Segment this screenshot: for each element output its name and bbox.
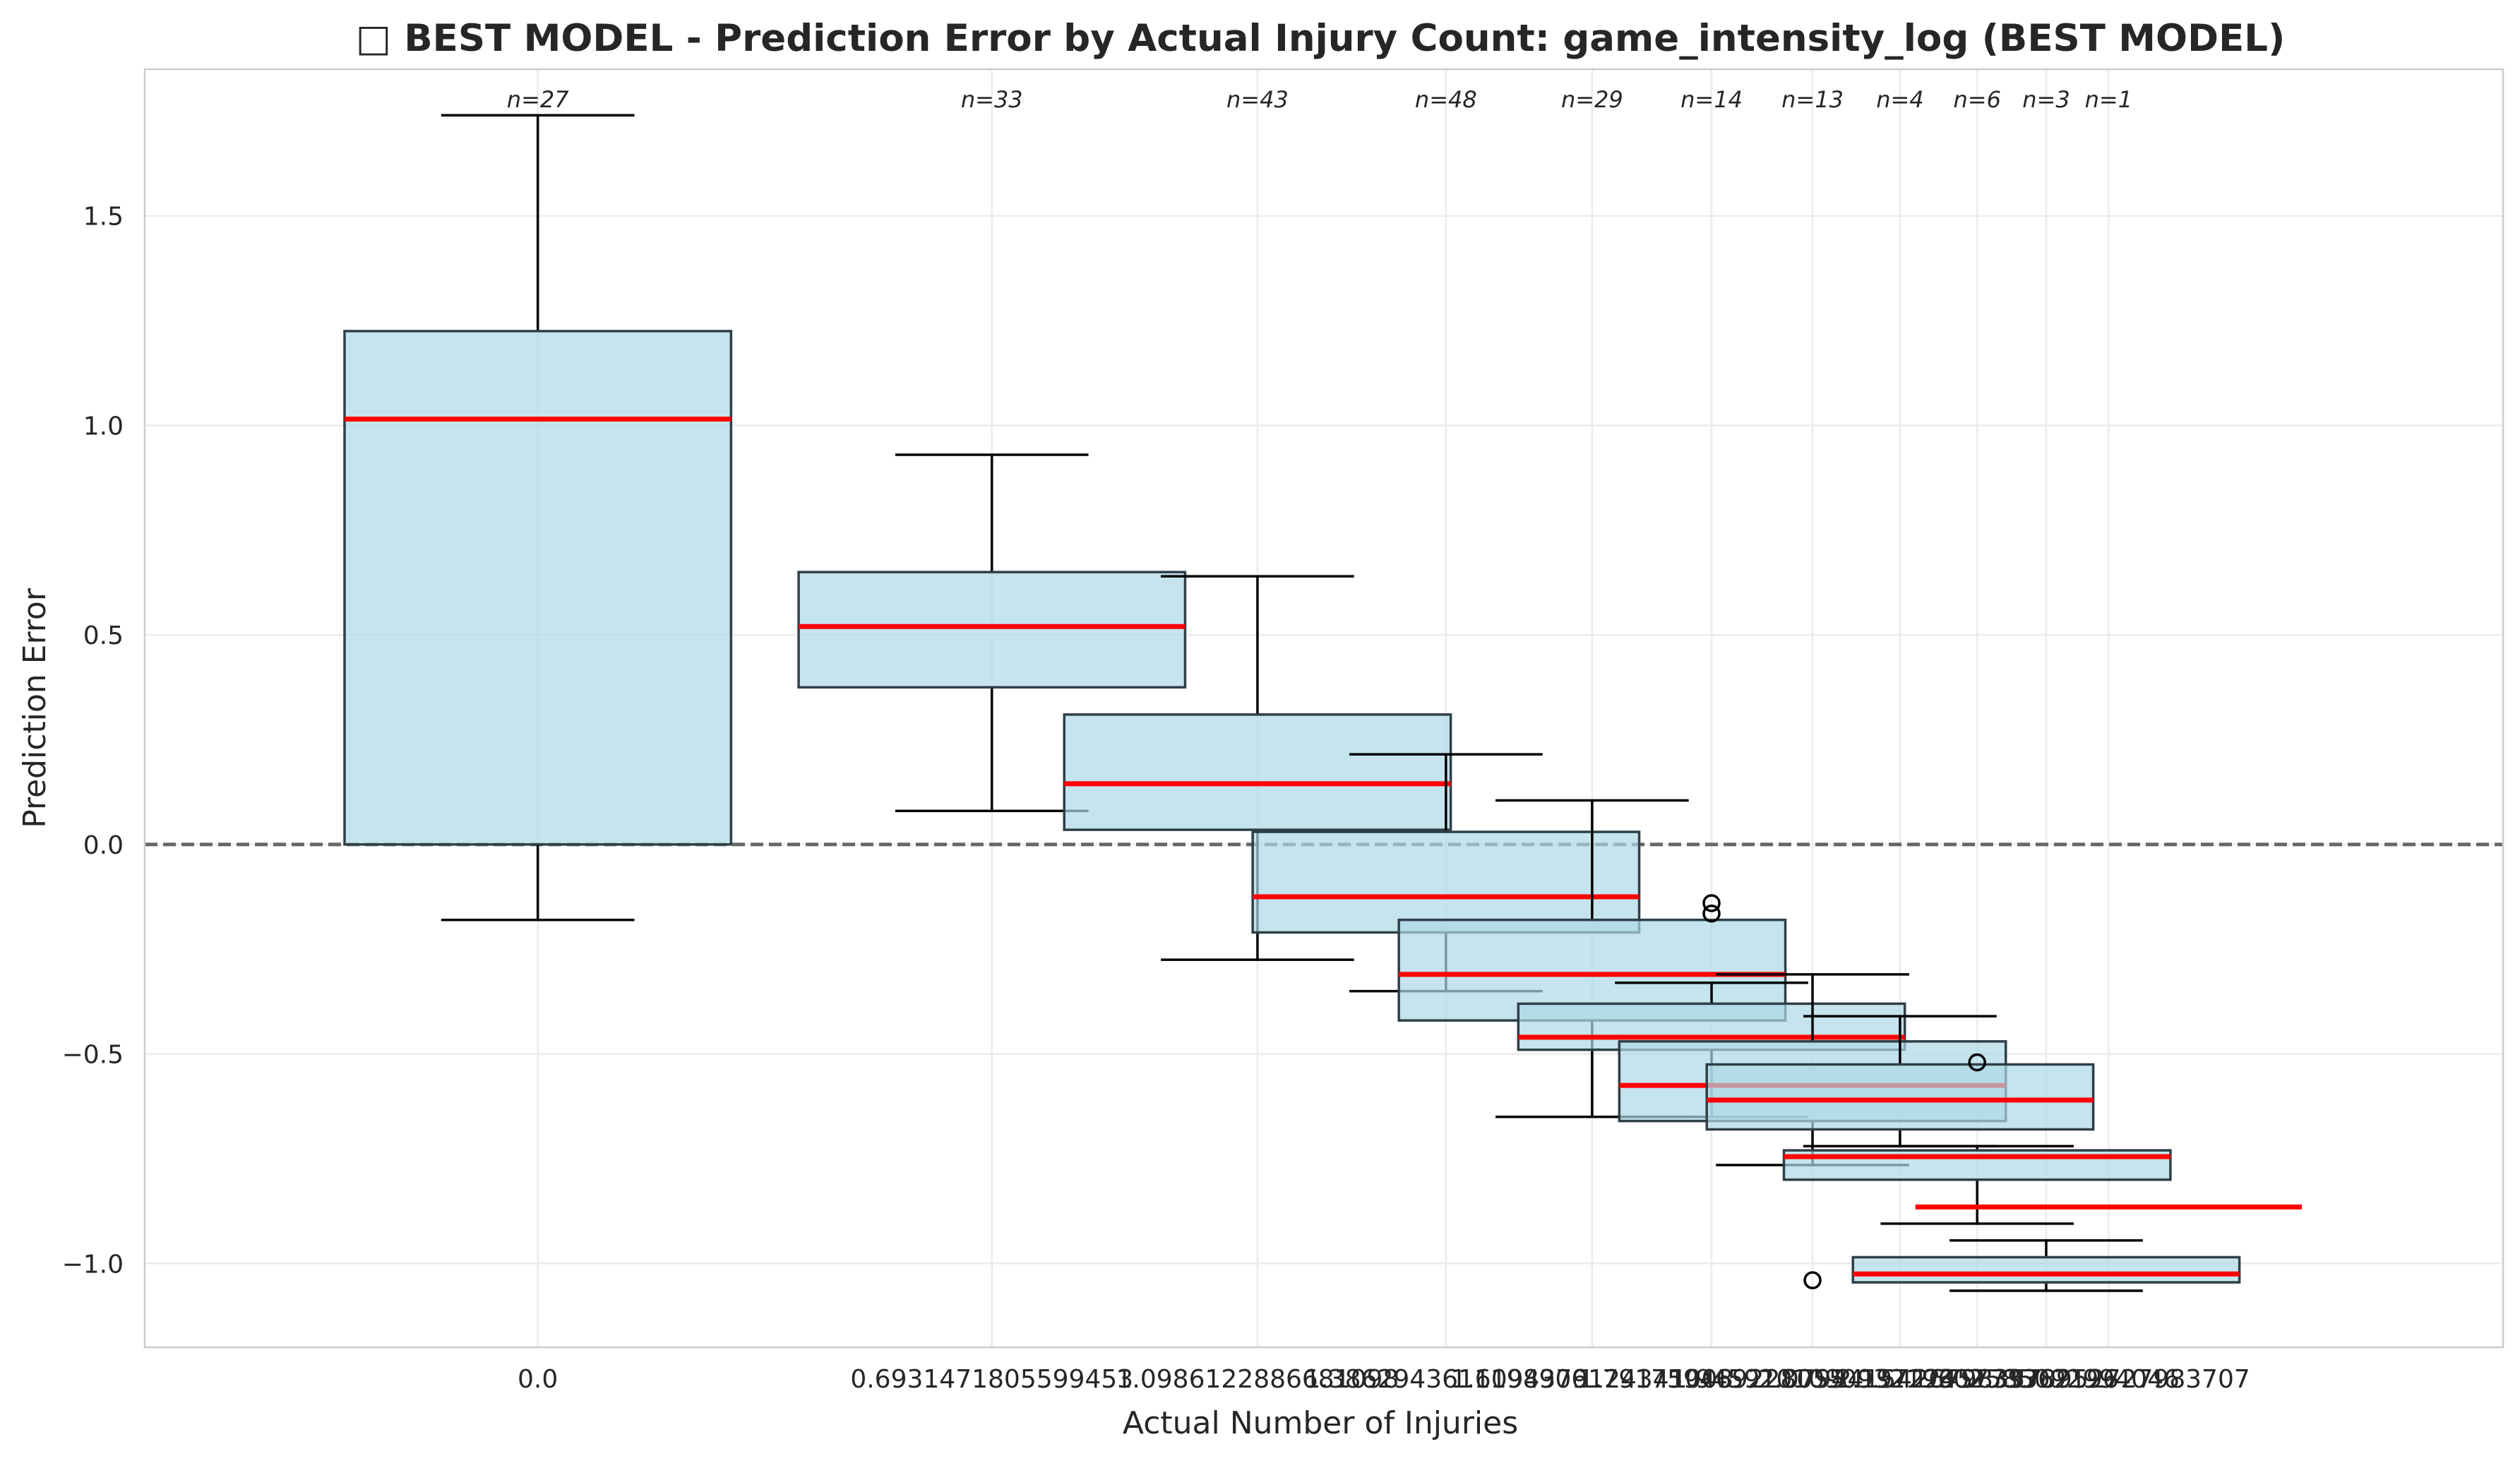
n-label: n=6 xyxy=(1953,86,2000,113)
y-axis-label: Prediction Error xyxy=(17,588,53,828)
n-label: n=13 xyxy=(1781,86,1844,113)
x-tick-label: 1.791759469228055 xyxy=(1578,1365,1845,1394)
x-tick-label: 2.3978952727983707 xyxy=(1967,1365,2250,1394)
chart-title: □ BEST MODEL - Prediction Error by Actua… xyxy=(356,17,2286,60)
y-axis-ticks: −1.0 −0.5 0.0 0.5 1.0 1.5 xyxy=(62,203,124,1280)
n-label: n=27 xyxy=(507,86,569,113)
outlier-point xyxy=(1702,905,1721,923)
box xyxy=(1251,830,1641,934)
x-tick-label: 0.0 xyxy=(518,1365,558,1394)
box-group-0 xyxy=(343,114,733,922)
n-label: n=33 xyxy=(961,86,1023,113)
x-axis-label: Actual Number of Injuries xyxy=(1123,1405,1518,1441)
x-tick-label: 2.302585092994046 xyxy=(1913,1365,2180,1394)
x-tick-label: 1.6094379124341003 xyxy=(1450,1365,1733,1394)
x-tick-label: 2.1972245773362196 xyxy=(1836,1365,2119,1394)
y-tick-label: 1.0 xyxy=(83,412,124,441)
outlier-point xyxy=(1702,894,1721,912)
box-group-1 xyxy=(797,453,1187,813)
sample-size-labels: n=27 n=33 n=43 n=48 n=29 n=14 n=13 n=4 n=6 n=3 n=1 xyxy=(507,86,2132,113)
box-group-2 xyxy=(1063,575,1452,961)
n-label: n=43 xyxy=(1226,86,1289,113)
outlier-point xyxy=(1968,1053,1986,1072)
box xyxy=(1705,1063,2095,1131)
x-tick-label: 1.3862943611198906 xyxy=(1304,1365,1587,1394)
x-tick-label: 1.0986122886681098 xyxy=(1116,1365,1399,1394)
y-tick-label: 0.0 xyxy=(83,831,124,860)
plot-frame xyxy=(143,68,2504,1349)
box xyxy=(1851,1256,2241,1284)
n-label: n=48 xyxy=(1415,86,1477,113)
y-tick-label: 1.5 xyxy=(83,203,124,232)
box xyxy=(1063,713,1452,831)
box-group-8 xyxy=(1782,1053,2172,1225)
box-group-9 xyxy=(1851,1239,2241,1292)
n-label: n=1 xyxy=(2085,86,2132,113)
x-tick-label: 0.6931471805599453 xyxy=(850,1365,1133,1394)
box xyxy=(797,571,1187,689)
n-label: n=29 xyxy=(1561,86,1623,113)
n-label: n=3 xyxy=(2022,86,2070,113)
y-tick-label: −1.0 xyxy=(62,1250,124,1279)
x-tick-label: 2.0794415416798357 xyxy=(1759,1365,2042,1394)
boxes xyxy=(343,114,2303,1292)
outlier-point xyxy=(1803,1271,1822,1289)
n-label: n=4 xyxy=(1876,86,1923,113)
n-label: n=14 xyxy=(1680,86,1743,113)
box xyxy=(343,330,733,846)
x-tick-label: 1.9459101090932196 xyxy=(1671,1365,1954,1394)
x-axis-ticks: 0.0 0.69314718055994531.09861228866810981… xyxy=(518,1365,2250,1394)
y-tick-label: −0.5 xyxy=(62,1041,124,1070)
y-tick-label: 0.5 xyxy=(83,621,124,650)
box-group-7 xyxy=(1705,1015,2095,1147)
